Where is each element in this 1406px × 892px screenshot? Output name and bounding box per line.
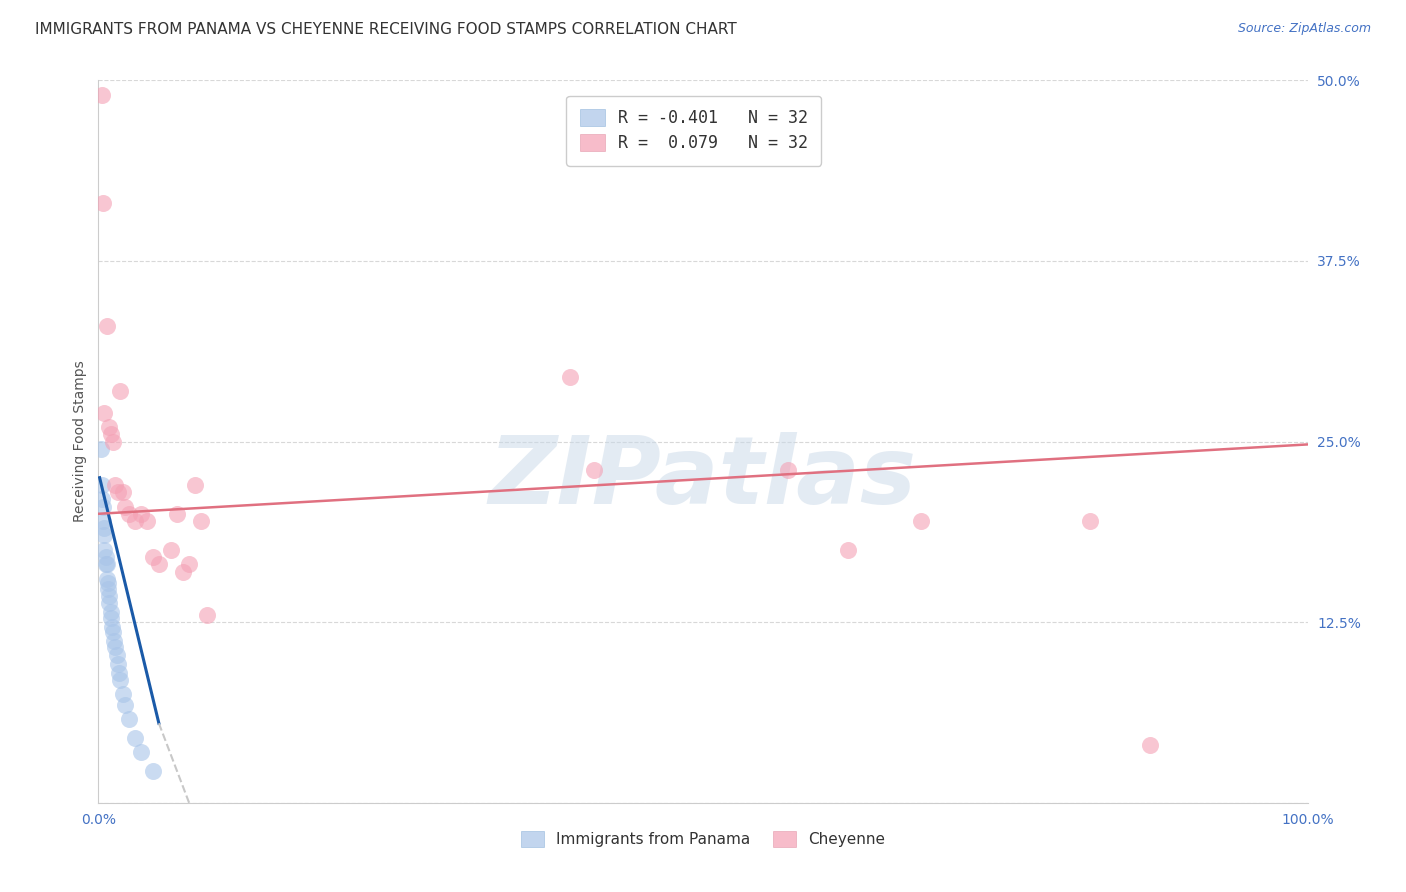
Point xyxy=(90,442,112,456)
Point xyxy=(172,565,194,579)
Point xyxy=(1078,514,1101,528)
Point xyxy=(108,665,131,680)
Y-axis label: Receiving Food Stamps: Receiving Food Stamps xyxy=(73,360,87,523)
Point xyxy=(107,657,129,671)
Point xyxy=(114,500,136,514)
Point xyxy=(103,634,125,648)
Text: Source: ZipAtlas.com: Source: ZipAtlas.com xyxy=(1237,22,1371,36)
Point xyxy=(124,731,146,745)
Point xyxy=(97,576,120,591)
Point xyxy=(1139,738,1161,752)
Point xyxy=(91,514,114,528)
Point xyxy=(166,507,188,521)
Legend: Immigrants from Panama, Cheyenne: Immigrants from Panama, Cheyenne xyxy=(515,825,891,853)
Point xyxy=(91,196,114,211)
Point xyxy=(93,542,115,557)
Point xyxy=(107,485,129,500)
Point xyxy=(101,434,124,449)
Point xyxy=(776,463,799,477)
Point xyxy=(910,514,932,528)
Point xyxy=(100,427,122,442)
Point xyxy=(558,369,581,384)
Point xyxy=(160,542,183,557)
Point xyxy=(105,648,128,663)
Point xyxy=(98,420,121,434)
Point xyxy=(100,611,122,625)
Point xyxy=(93,406,115,420)
Point xyxy=(142,550,165,565)
Point xyxy=(129,507,152,521)
Point xyxy=(94,558,117,572)
Point xyxy=(91,500,114,514)
Point xyxy=(96,558,118,572)
Point xyxy=(91,87,114,102)
Point xyxy=(97,582,120,596)
Point xyxy=(837,542,859,557)
Point xyxy=(91,478,114,492)
Point xyxy=(104,478,127,492)
Point xyxy=(129,745,152,759)
Point xyxy=(104,640,127,654)
Point xyxy=(98,596,121,610)
Text: IMMIGRANTS FROM PANAMA VS CHEYENNE RECEIVING FOOD STAMPS CORRELATION CHART: IMMIGRANTS FROM PANAMA VS CHEYENNE RECEI… xyxy=(35,22,737,37)
Point xyxy=(135,514,157,528)
Point xyxy=(101,625,124,640)
Point xyxy=(118,712,141,726)
Point xyxy=(108,673,131,687)
Point xyxy=(195,607,218,622)
Point xyxy=(114,698,136,712)
Point xyxy=(583,463,606,477)
Point xyxy=(98,589,121,603)
Point xyxy=(111,687,134,701)
Point xyxy=(91,492,114,507)
Point xyxy=(94,550,117,565)
Point xyxy=(179,558,201,572)
Point xyxy=(96,318,118,333)
Point xyxy=(142,764,165,778)
Point xyxy=(184,478,207,492)
Point xyxy=(190,514,212,528)
Point xyxy=(93,521,115,535)
Point xyxy=(111,485,134,500)
Point xyxy=(108,384,131,398)
Point xyxy=(96,572,118,586)
Point xyxy=(100,605,122,619)
Point xyxy=(93,528,115,542)
Text: ZIPatlas: ZIPatlas xyxy=(489,432,917,524)
Point xyxy=(124,514,146,528)
Point xyxy=(118,507,141,521)
Point xyxy=(100,619,122,633)
Point xyxy=(148,558,170,572)
